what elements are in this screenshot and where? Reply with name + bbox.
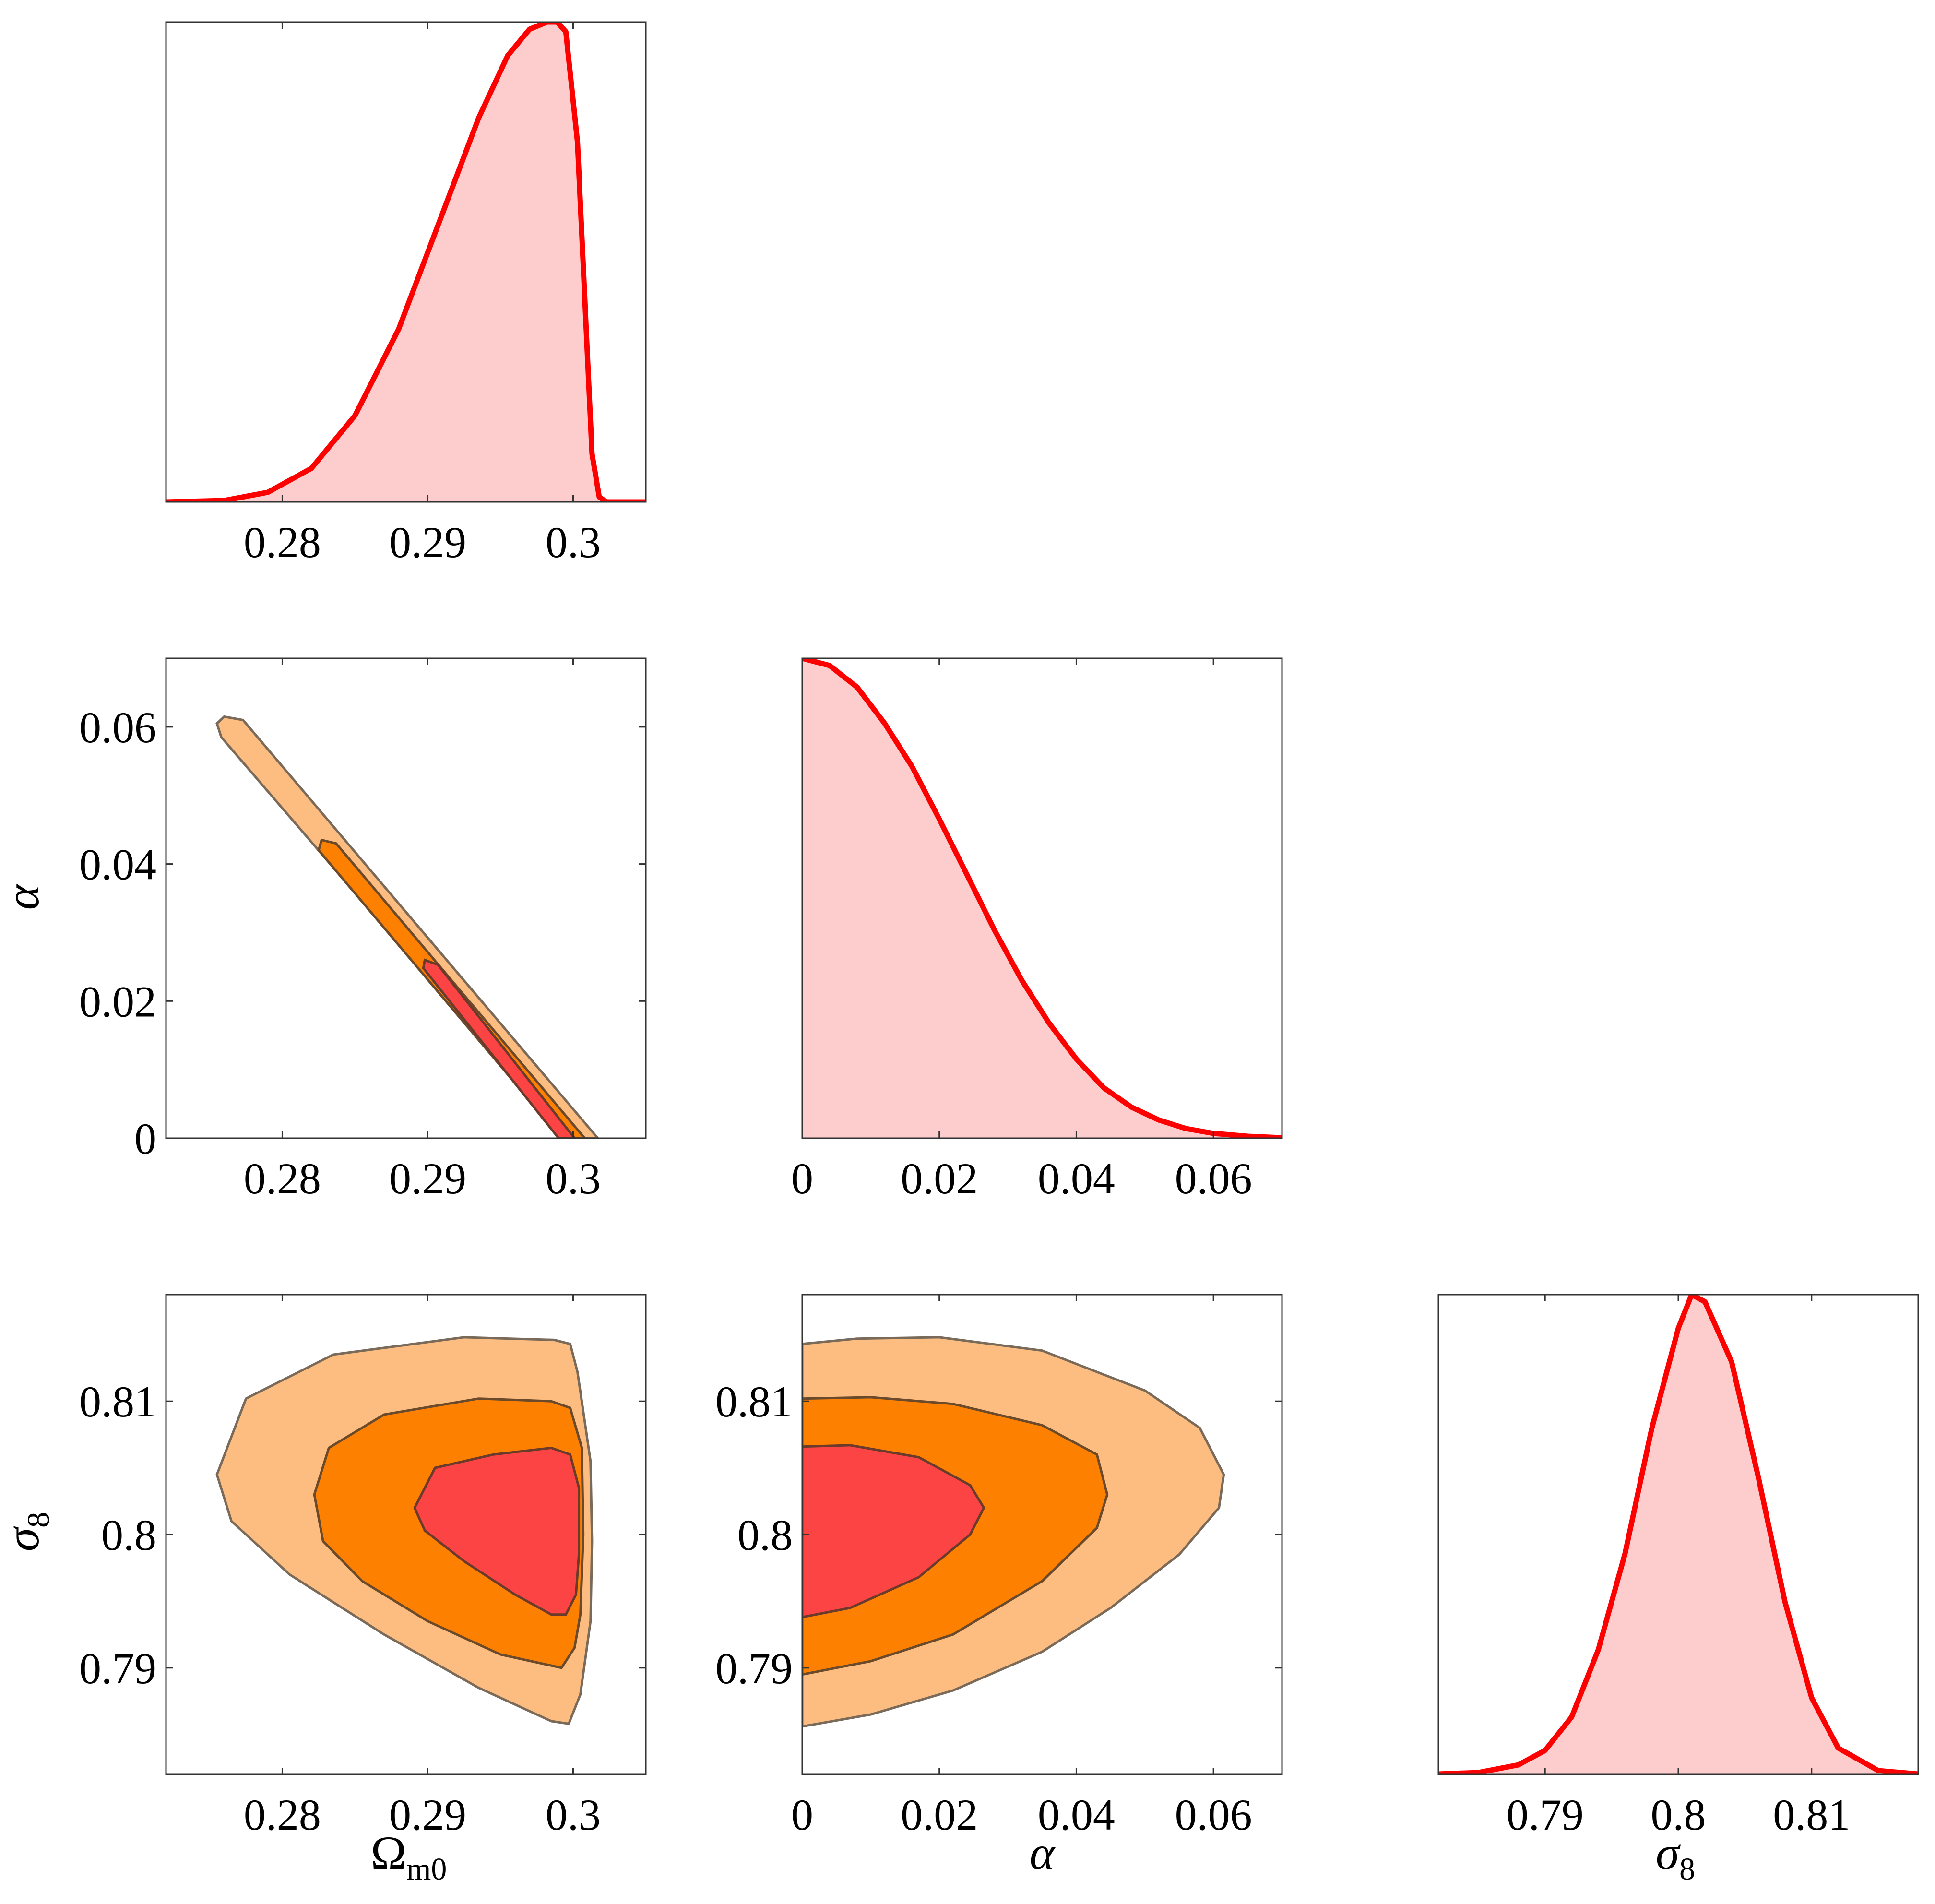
xtick-label-alpha: 0 <box>791 1154 813 1203</box>
marginal-curve-omega-m0 <box>166 22 646 502</box>
contour-panel-omega-m0-alpha <box>215 715 600 1138</box>
marginal-panel-sigma8 <box>1438 1295 1918 1774</box>
xtick-label-sigma8: 0.79 <box>1507 1790 1584 1839</box>
xtick-label-omega-m0: 0.3 <box>546 518 601 567</box>
ytick-label-alpha: 0 <box>134 1114 156 1163</box>
xtick-label-omega-m0: 0.29 <box>389 1790 466 1839</box>
xlabel-alpha: α <box>1030 1826 1056 1880</box>
xtick-label-alpha: 0.04 <box>1038 1790 1115 1839</box>
xlabel-omega-m0: Ωm0 <box>371 1826 447 1887</box>
contour-layer <box>215 715 1225 1728</box>
panel-frame-1-1 <box>801 657 1283 1139</box>
marginal-fill-sigma8 <box>1438 1295 1918 1774</box>
xtick-label-omega-m0: 0.28 <box>244 518 321 567</box>
marginal-fill-alpha <box>802 658 1282 1138</box>
marginal-panel-omega-m0 <box>166 22 646 502</box>
ytick-label-alpha: 0.04 <box>79 840 156 889</box>
xtick-label-alpha: 0.02 <box>901 1154 978 1203</box>
ylabel-sigma8: σ8 <box>0 1512 56 1551</box>
marginal-fill-omega-m0 <box>166 22 646 502</box>
tick-layer: 0.28 0.29 0.3 0.28 0.29 0.3 0 0.02 0.04 0.06 0 0.02… <box>79 22 1850 1839</box>
ytick-label-sigma8: 0.79 <box>79 1644 156 1693</box>
xtick-label-omega-m0: 0.29 <box>389 1154 466 1203</box>
xtick-label-sigma8: 0.81 <box>1773 1790 1850 1839</box>
xtick-label-alpha: 0.06 <box>1175 1154 1252 1203</box>
ytick-label-alpha: 0.06 <box>79 703 156 752</box>
xtick-label-omega-m0: 0.3 <box>546 1154 601 1203</box>
contour-panel-alpha-sigma8 <box>802 1336 1225 1728</box>
xtick-label-sigma8: 0.8 <box>1651 1790 1706 1839</box>
panel-frame-1-0 <box>165 657 647 1139</box>
contour-38-omega-m0-alpha <box>422 958 576 1138</box>
xtick-label-alpha: 0.02 <box>901 1790 978 1839</box>
xtick-label-omega-m0: 0.28 <box>244 1790 321 1839</box>
contour-38-omega-m0-sigma8 <box>413 1446 581 1616</box>
xtick-label-omega-m0: 0.3 <box>546 1790 601 1839</box>
contour-panel-omega-m0-sigma8 <box>215 1336 594 1726</box>
xtick-label-alpha: 0 <box>791 1790 813 1839</box>
ylabel-alpha: α <box>0 883 49 910</box>
xlabel-sigma8: σ8 <box>1656 1826 1695 1887</box>
ytick-label-alpha: 0.02 <box>79 977 156 1026</box>
marginal-curve-sigma8 <box>1438 1295 1918 1774</box>
contour-38-alpha-sigma8 <box>802 1444 985 1618</box>
xtick-label-omega-m0: 0.28 <box>244 1154 321 1203</box>
ytick-label-sigma8: 0.8 <box>101 1511 156 1559</box>
xtick-label-alpha: 0.06 <box>1175 1790 1252 1839</box>
ytick-label-sigma8: 0.81 <box>715 1377 793 1426</box>
xtick-label-omega-m0: 0.29 <box>389 518 466 567</box>
marginal-panel-alpha <box>802 658 1282 1138</box>
marginal-layer <box>166 22 1918 1774</box>
ytick-label-sigma8: 0.8 <box>737 1511 793 1559</box>
panel-frame-0-0 <box>165 21 647 503</box>
xtick-label-alpha: 0.04 <box>1038 1154 1115 1203</box>
ytick-label-sigma8: 0.79 <box>715 1644 793 1693</box>
marginal-curve-alpha <box>802 658 1282 1138</box>
ytick-label-sigma8: 0.81 <box>79 1377 156 1426</box>
